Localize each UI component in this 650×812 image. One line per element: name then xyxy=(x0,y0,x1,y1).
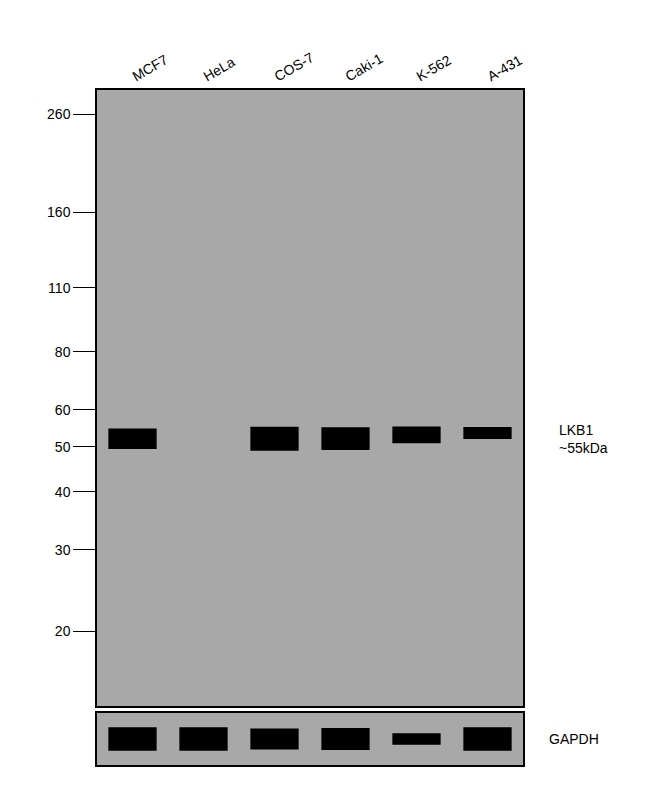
svg-text:40: 40 xyxy=(55,484,71,500)
svg-text:K-562: K-562 xyxy=(414,52,455,85)
svg-text:160: 160 xyxy=(47,204,71,220)
svg-text:Caki-1: Caki-1 xyxy=(343,50,386,84)
svg-text:A-431: A-431 xyxy=(485,52,526,85)
svg-text:30: 30 xyxy=(55,542,71,558)
svg-text:260: 260 xyxy=(47,106,71,122)
svg-text:MCF7: MCF7 xyxy=(130,51,171,84)
svg-text:60: 60 xyxy=(55,402,71,418)
svg-text:LKB1~55kDa: LKB1~55kDa xyxy=(559,422,608,456)
svg-text:COS-7: COS-7 xyxy=(272,49,317,84)
svg-text:HeLa: HeLa xyxy=(201,54,238,85)
svg-text:110: 110 xyxy=(48,280,71,296)
svg-text:50: 50 xyxy=(55,439,71,455)
svg-text:80: 80 xyxy=(55,344,71,360)
svg-text:GAPDH: GAPDH xyxy=(549,731,599,747)
svg-text:20: 20 xyxy=(55,623,71,639)
